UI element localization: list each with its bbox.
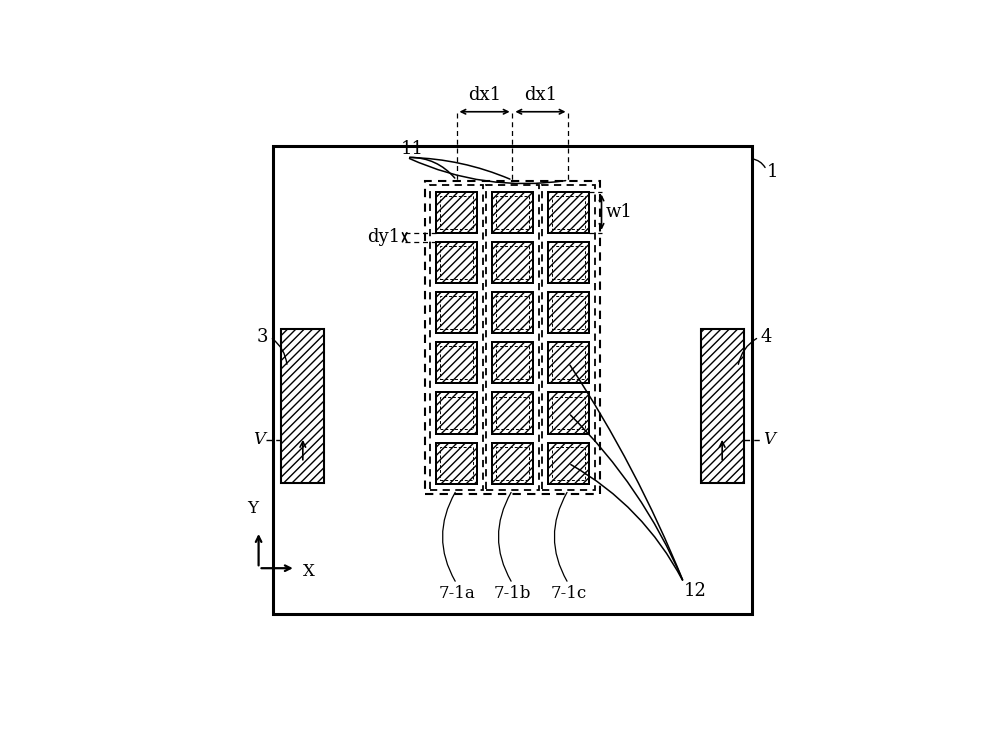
Text: w1: w1 bbox=[606, 203, 633, 221]
Bar bbox=[436, 342, 477, 383]
Bar bbox=[436, 292, 477, 333]
Bar bbox=[492, 242, 533, 283]
Bar bbox=[492, 242, 533, 283]
Bar bbox=[436, 442, 477, 484]
Bar bbox=[440, 246, 473, 279]
Bar bbox=[552, 246, 585, 279]
Bar bbox=[548, 242, 589, 283]
Text: dx1: dx1 bbox=[524, 86, 557, 104]
Bar bbox=[436, 442, 477, 484]
Bar bbox=[436, 292, 477, 333]
Bar bbox=[548, 393, 589, 433]
Bar bbox=[548, 442, 589, 484]
Bar bbox=[496, 246, 529, 279]
Text: Y: Y bbox=[247, 500, 258, 517]
Bar bbox=[548, 442, 589, 484]
Bar bbox=[496, 296, 529, 329]
Text: 7-1b: 7-1b bbox=[494, 585, 531, 602]
Bar bbox=[440, 346, 473, 379]
Bar bbox=[548, 192, 589, 233]
Bar bbox=[492, 342, 533, 383]
Text: 11: 11 bbox=[401, 140, 424, 158]
Bar bbox=[701, 328, 744, 482]
Bar bbox=[496, 196, 529, 228]
Bar bbox=[492, 192, 533, 233]
Bar bbox=[440, 447, 473, 479]
Bar bbox=[492, 442, 533, 484]
Bar bbox=[436, 192, 477, 233]
Bar bbox=[496, 447, 529, 479]
Text: V: V bbox=[764, 431, 776, 448]
Bar bbox=[492, 442, 533, 484]
Bar bbox=[440, 296, 473, 329]
Bar bbox=[425, 182, 600, 494]
Bar bbox=[436, 342, 477, 383]
Bar bbox=[552, 346, 585, 379]
Text: 7-1a: 7-1a bbox=[438, 585, 475, 602]
Bar bbox=[492, 342, 533, 383]
Text: 12: 12 bbox=[684, 582, 707, 600]
Bar bbox=[548, 342, 589, 383]
Bar bbox=[496, 346, 529, 379]
Text: dy1: dy1 bbox=[367, 228, 400, 246]
Text: 4: 4 bbox=[761, 328, 772, 346]
Bar bbox=[440, 396, 473, 430]
Bar bbox=[548, 342, 589, 383]
Text: 3: 3 bbox=[257, 328, 268, 346]
Bar bbox=[492, 192, 533, 233]
Bar bbox=[552, 296, 585, 329]
Bar bbox=[436, 393, 477, 433]
Bar bbox=[548, 192, 589, 233]
Bar bbox=[430, 185, 483, 490]
Bar bbox=[492, 292, 533, 333]
Bar bbox=[436, 192, 477, 233]
Bar bbox=[542, 185, 595, 490]
Text: 7-1c: 7-1c bbox=[550, 585, 587, 602]
Bar bbox=[436, 242, 477, 283]
Bar bbox=[492, 393, 533, 433]
Bar bbox=[492, 393, 533, 433]
Bar bbox=[436, 393, 477, 433]
Text: X: X bbox=[303, 562, 314, 579]
Bar bbox=[552, 396, 585, 430]
Bar bbox=[548, 393, 589, 433]
Bar bbox=[552, 447, 585, 479]
Bar bbox=[492, 292, 533, 333]
Bar bbox=[548, 292, 589, 333]
Text: 1: 1 bbox=[766, 163, 778, 181]
Bar bbox=[496, 396, 529, 430]
Text: V: V bbox=[253, 431, 265, 448]
Bar bbox=[273, 146, 752, 614]
Text: dx1: dx1 bbox=[468, 86, 501, 104]
Bar bbox=[548, 292, 589, 333]
Bar bbox=[552, 196, 585, 228]
Bar bbox=[440, 196, 473, 228]
Bar bbox=[436, 242, 477, 283]
Bar bbox=[281, 328, 324, 482]
Bar bbox=[486, 185, 539, 490]
Bar bbox=[548, 242, 589, 283]
